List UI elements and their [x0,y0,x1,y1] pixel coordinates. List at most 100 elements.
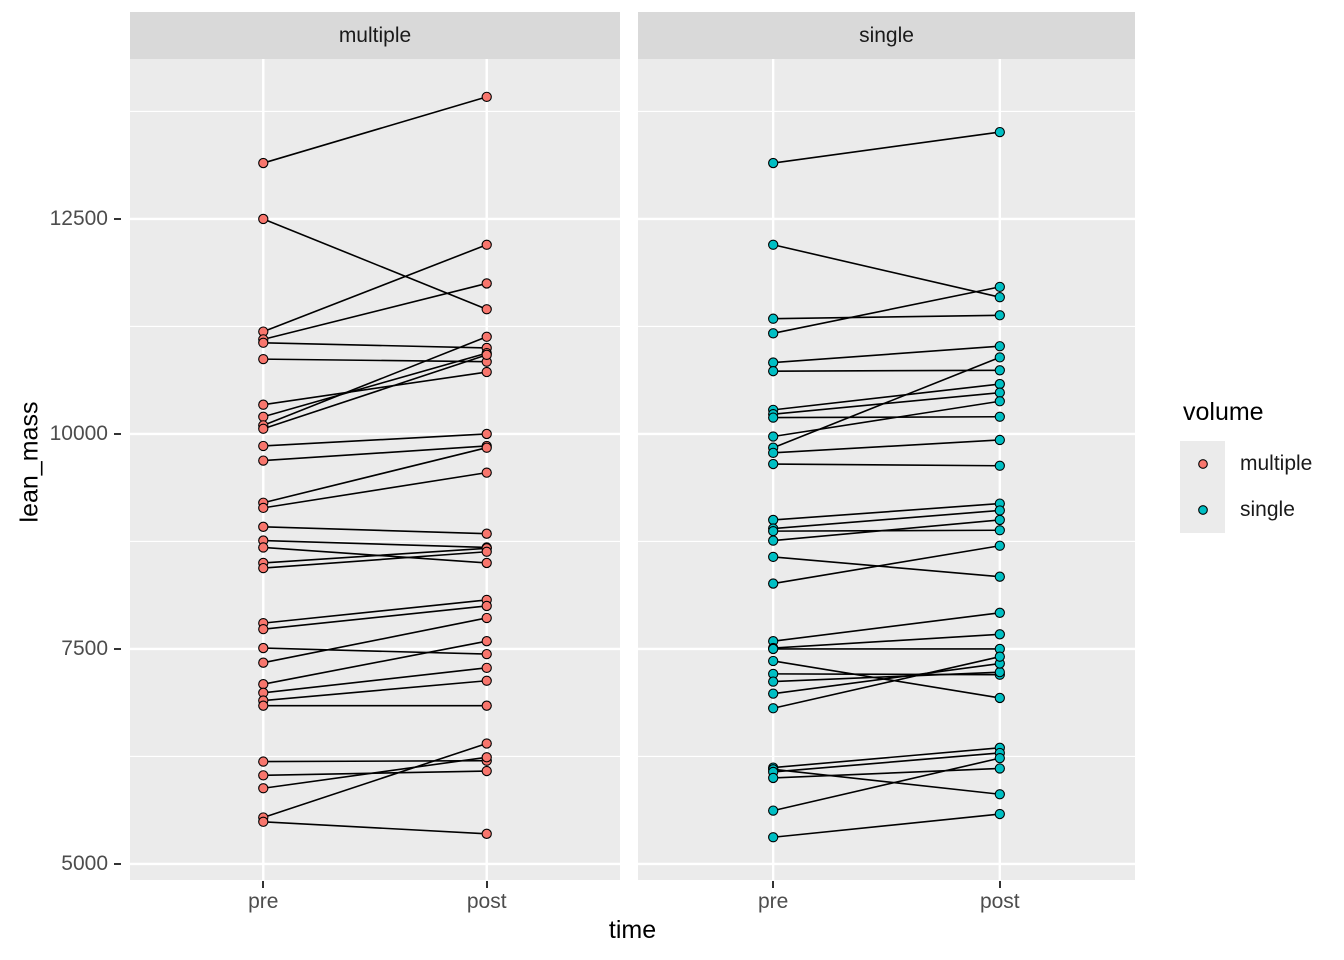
slope-line [263,446,487,504]
y-tick-label: 12500 [49,206,108,230]
data-point-pre [768,313,779,324]
data-point-post [994,378,1005,390]
data-point-pre [768,805,779,816]
data-point-pre [258,455,269,466]
data-point-post [481,765,492,777]
slope-line [773,671,1000,683]
data-point-pre [768,366,779,377]
x-tick-label: post [979,890,1020,913]
panel-background [638,59,1135,880]
slope-line [263,759,487,763]
data-point-post [994,514,1005,526]
slope-line [773,747,1000,769]
slope-line [263,341,487,349]
slope-line [263,96,487,164]
slope-line [773,383,1000,411]
slope-line [773,345,1000,364]
data-point-post [481,331,492,342]
x-axis-title: time [608,916,657,944]
data-point-pre [258,642,269,654]
data-point-post [994,352,1005,363]
slope-line [263,358,487,363]
x-tick-mark [485,881,488,888]
data-point-pre [258,679,269,690]
data-point-post [481,428,492,440]
data-point-post [994,692,1005,704]
legend-point-multiple-icon [1198,459,1208,469]
data-point-pre [258,816,269,827]
data-point-post [994,281,1005,293]
slope-line [773,768,1000,796]
data-point-post [481,557,492,569]
x-tick-mark [772,881,775,888]
slope-line [263,539,487,549]
slope-line [772,356,1001,449]
data-point-post [994,396,1005,407]
data-point-pre [258,423,269,434]
slope-line [263,433,487,447]
data-point-pre [258,411,269,422]
slope-line [262,218,488,310]
data-point-post [994,763,1005,774]
data-point-post [481,738,492,749]
data-point-pre [768,578,779,589]
data-point-pre [258,783,269,794]
slope-line [262,336,488,427]
data-point-post [481,636,492,647]
slope-line [263,820,487,835]
slope-line [263,445,487,462]
data-point-post [481,828,492,839]
data-point-post [481,752,492,763]
data-point-pre [258,770,269,781]
panel-single [638,59,1135,880]
slope-line [773,612,1000,642]
slope-line [773,509,1000,530]
facet-strip-multiple: multiple [130,12,620,59]
slope-line [773,633,1000,649]
data-point-pre [258,624,269,635]
legend-point-single-icon [1198,505,1208,515]
data-point-pre [258,337,269,348]
data-point-post [994,525,1005,536]
slope-line [263,599,487,624]
slope-line [263,471,487,509]
slope-line [263,667,487,694]
slope-line [773,415,1000,419]
data-point-post [481,304,492,315]
data-point-post [994,411,1005,422]
slope-line [263,679,487,702]
y-tick-label: 7500 [61,636,108,660]
data-point-post [994,752,1005,764]
data-point-pre [768,703,779,714]
y-tick-mark [114,217,121,220]
x-tick-label: pre [248,890,279,913]
panel-background [130,59,620,880]
data-point-pre [258,700,269,711]
data-point-post [994,126,1005,138]
slope-line [263,640,487,685]
data-point-post [481,467,492,478]
data-point-pre [768,688,779,699]
slope-line [263,526,487,535]
y-tick-label: 5000 [61,851,108,875]
data-point-post [481,600,492,612]
legend: volume multiple single [1180,398,1344,533]
data-point-post [994,460,1005,471]
slope-line [773,369,1000,372]
slope-line [773,131,1000,164]
data-point-pre [768,431,779,442]
data-point-post [481,675,492,686]
legend-item-multiple: multiple [1180,441,1344,487]
x-tick-mark [998,881,1001,888]
data-point-post [994,310,1005,321]
y-tick-mark [114,432,121,435]
slope-line [263,756,487,790]
data-point-pre [768,514,779,526]
data-point-pre [768,535,779,546]
facet-strip-single: single [638,12,1135,59]
y-axis-title: lean_mass [15,401,44,523]
data-point-pre [768,525,779,537]
data-point-post [481,442,492,453]
data-point-post [481,700,492,711]
